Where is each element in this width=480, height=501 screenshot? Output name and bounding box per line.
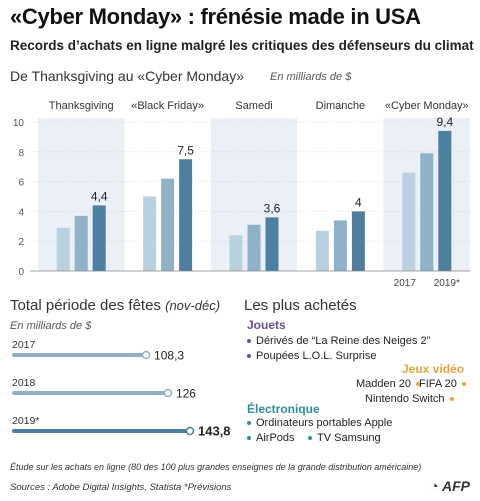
data-label: 7,5 xyxy=(177,143,194,157)
bar xyxy=(265,217,279,271)
category-jouets: Jouets xyxy=(247,318,286,332)
list-item: Dérivés de “La Reine des Neiges 2” xyxy=(247,335,430,347)
daily-chart-unit: En milliards de $ xyxy=(270,71,352,83)
bullet-icon xyxy=(247,420,251,425)
item-label: Nintendo Switch xyxy=(365,393,445,405)
category-label: «Cyber Monday» xyxy=(385,100,469,112)
bar-end-marker xyxy=(163,388,173,398)
bullet-icon xyxy=(416,381,421,386)
item-label: FIFA 20 xyxy=(419,378,457,390)
y-tick-label: 8 xyxy=(18,148,24,159)
bar xyxy=(12,429,190,433)
item-label: Ordinateurs portables Apple xyxy=(256,417,393,429)
totals-chart-unit: En milliards de $ xyxy=(10,320,92,332)
bar xyxy=(143,196,157,271)
bar xyxy=(56,227,70,271)
category-label: Dimanche xyxy=(316,100,366,112)
bullet-icon xyxy=(308,435,312,440)
category-label: «Black Friday» xyxy=(131,100,204,112)
year-label: 2017 xyxy=(394,278,417,288)
y-tick-label: 4 xyxy=(18,207,24,218)
bar xyxy=(420,153,434,271)
bar-end-marker xyxy=(141,350,151,360)
year-label: 2019* xyxy=(434,278,460,288)
totals-title-text: Total période des fêtes xyxy=(10,297,161,314)
page-title: «Cyber Monday» : frénésie made in USA xyxy=(10,4,421,29)
year-label: 2017 xyxy=(12,339,36,351)
category-electronique: Électronique xyxy=(247,402,320,416)
list-item: AirPods xyxy=(247,432,295,444)
totals-chart-title: Total période des fêtes (nov-déc) xyxy=(10,297,220,314)
y-tick-label: 2 xyxy=(18,237,24,248)
list-item: TV Samsung xyxy=(308,432,381,444)
bullet-icon xyxy=(247,338,251,343)
data-label: 108,3 xyxy=(154,349,184,363)
data-label: 9,4 xyxy=(436,115,453,129)
afp-logo-icon: ◔ xyxy=(430,478,439,494)
bar xyxy=(351,211,365,271)
top-products-title: Les plus achetés xyxy=(244,297,357,314)
data-label: 4 xyxy=(355,195,362,209)
bar xyxy=(12,353,147,357)
year-label: 2018 xyxy=(12,377,36,389)
bar xyxy=(315,230,329,271)
bar xyxy=(179,159,193,271)
bar xyxy=(402,172,416,271)
data-label: 126 xyxy=(176,387,196,401)
bullet-icon xyxy=(461,381,466,386)
list-item: FIFA 20 xyxy=(419,378,466,390)
daily-chart-title: De Thanksgiving au «Cyber Monday» xyxy=(10,68,244,84)
category-label: Thanksgiving xyxy=(49,100,114,112)
bullet-icon xyxy=(247,353,251,358)
page-subtitle: Records d’achats en ligne malgré les cri… xyxy=(10,38,474,53)
afp-logo-text: AFP xyxy=(442,478,470,494)
footnote: Étude sur les achats en ligne (80 des 10… xyxy=(10,462,422,472)
data-label: 4,4 xyxy=(91,189,108,203)
list-item: Madden 20 xyxy=(356,378,421,390)
item-label: AirPods xyxy=(256,432,295,444)
data-label: 143,8 xyxy=(198,424,231,439)
bullet-icon xyxy=(449,396,454,401)
sources: Sources : Adobe Digital Insights, Statis… xyxy=(10,482,232,493)
list-item: Poupées L.O.L. Surprise xyxy=(247,350,376,362)
category-jeux-video: Jeux vidéo xyxy=(402,362,465,376)
season-totals-chart: 2017 108,3 2018 126 2019* 143,8 xyxy=(12,339,231,439)
y-tick-label: 10 xyxy=(13,118,25,129)
list-item: Nintendo Switch xyxy=(365,393,454,405)
bullet-icon xyxy=(247,435,251,440)
y-tick-label: 0 xyxy=(18,267,24,278)
y-tick-label: 6 xyxy=(18,178,24,189)
bar xyxy=(12,391,168,395)
totals-period: (nov-déc) xyxy=(165,298,221,313)
bar xyxy=(229,235,243,271)
bar xyxy=(161,178,175,271)
bar-end-marker xyxy=(185,426,195,436)
year-label: 2019* xyxy=(12,415,39,427)
item-label: Poupées L.O.L. Surprise xyxy=(256,350,377,362)
list-item: Ordinateurs portables Apple xyxy=(247,417,392,429)
bar xyxy=(438,130,452,271)
item-label: Madden 20 xyxy=(356,378,412,390)
item-label: Dérivés de “La Reine des Neiges 2” xyxy=(256,335,431,347)
data-label: 3,6 xyxy=(264,201,281,215)
daily-sales-chart: 0 2 4 6 8 10 Thanksgiving «Black Friday» Samedi D… xyxy=(13,100,470,288)
item-label: TV Samsung xyxy=(317,432,381,444)
bar xyxy=(247,224,261,271)
bar xyxy=(92,205,106,271)
afp-logo: ◔ AFP xyxy=(430,478,470,494)
bar xyxy=(333,220,347,271)
bar xyxy=(74,215,88,271)
category-label: Samedi xyxy=(235,100,272,112)
